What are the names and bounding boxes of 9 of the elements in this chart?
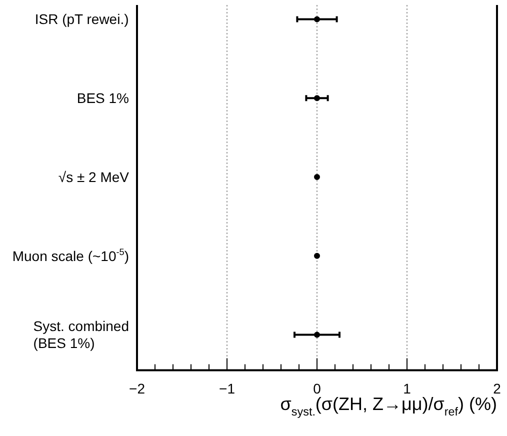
x-tick-label: 0 — [313, 380, 322, 396]
x-tick-label: 1 — [403, 380, 412, 396]
y-tick-label: ISR (pT rewei.) — [34, 11, 129, 28]
y-tick-label: BES 1% — [76, 90, 130, 106]
y-tick-label: √s ± 2 MeV — [58, 168, 130, 185]
x-tick-label: −1 — [219, 380, 236, 396]
y-tick-label: Syst. combined (BES 1%) — [33, 318, 130, 352]
x-tick-label: 2 — [493, 380, 502, 396]
x-tick-label: −2 — [129, 380, 146, 396]
